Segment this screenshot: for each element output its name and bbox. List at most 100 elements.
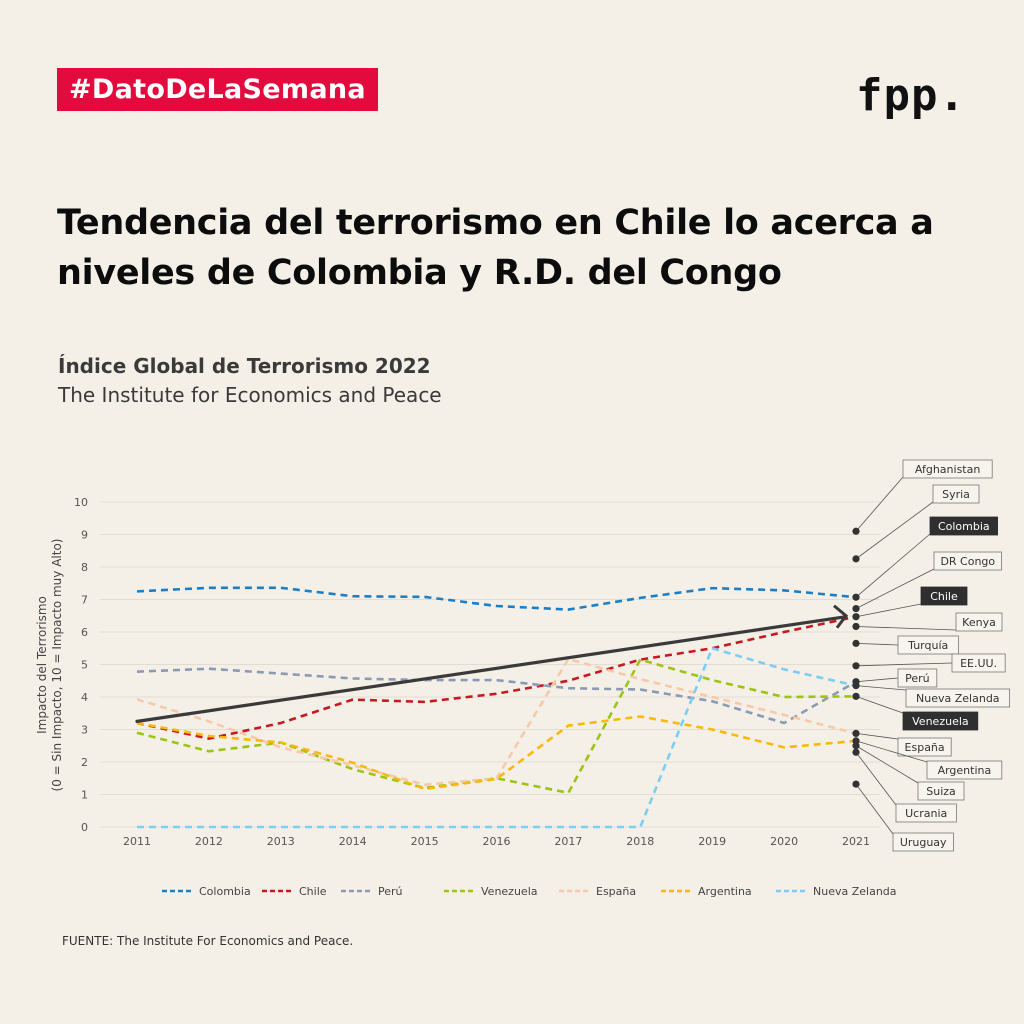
annotation-dot	[852, 555, 860, 563]
chart-subtitle: Índice Global de Terrorismo 2022	[58, 354, 431, 378]
x-tick-label: 2017	[554, 835, 582, 848]
y-tick-label: 10	[74, 496, 88, 509]
annotation-leader	[855, 740, 928, 763]
annotation-leader	[855, 476, 904, 532]
fpp-logo: fpp.	[856, 70, 966, 121]
series-line-españa	[136, 657, 857, 787]
annotation-dot	[852, 527, 860, 535]
y-tick-label: 2	[81, 756, 88, 769]
annotation-label: Suiza	[926, 785, 956, 798]
x-tick-label: 2013	[267, 835, 295, 848]
x-tick-label: 2020	[770, 835, 798, 848]
annotation-dot	[852, 780, 860, 788]
y-tick-label: 3	[81, 724, 88, 737]
series-line-nueva-zelanda	[137, 646, 857, 829]
annotation-leader	[855, 533, 931, 598]
x-tick-label: 2018	[626, 835, 654, 848]
annotation-leader	[855, 501, 934, 560]
annotation-dot	[852, 605, 860, 613]
annotation-label: Syria	[942, 488, 970, 501]
legend-label: Chile	[299, 885, 327, 898]
annotation-leader	[855, 677, 899, 683]
series-line-colombia	[136, 586, 857, 611]
y-tick-label: 6	[81, 626, 88, 639]
annotation-box	[933, 551, 1002, 571]
annotation-box	[902, 711, 979, 731]
arrow-head-icon	[833, 604, 849, 629]
annotation-box	[917, 781, 965, 801]
annotation-box	[955, 612, 1003, 632]
y-tick-label: 7	[81, 594, 88, 607]
annotation-label: Ucrania	[905, 807, 947, 820]
x-tick-label: 2014	[339, 835, 367, 848]
annotation-box	[897, 737, 952, 757]
x-tick-label: 2015	[411, 835, 439, 848]
series-line-chile	[136, 615, 857, 740]
legend: Colombia Chile Perú Venezuela España Argentin…	[162, 885, 897, 898]
annotation-box	[892, 832, 954, 852]
x-tick-label: 2019	[698, 835, 726, 848]
annotation-dot	[852, 662, 860, 670]
annotation-label: Nueva Zelanda	[916, 692, 1000, 705]
legend-label: Venezuela	[481, 885, 538, 898]
annotation-box	[951, 653, 1006, 673]
x-tick-label: 2016	[483, 835, 511, 848]
source-note: FUENTE: The Institute For Economics and …	[62, 934, 354, 948]
annotation-box	[929, 516, 998, 536]
annotation-label: España	[905, 741, 945, 754]
annotation-leader	[855, 642, 899, 646]
legend-label: Perú	[378, 885, 403, 898]
series-line-argentina	[136, 715, 857, 791]
hashtag-badge: #DatoDeLaSemana	[57, 68, 378, 111]
y-tick-label: 1	[81, 789, 88, 802]
y-tick-label: 9	[81, 529, 88, 542]
annotation-label: Uruguay	[900, 836, 947, 849]
annotation-leader	[855, 695, 904, 714]
x-tick-labels: 2011 2012 2013 2014 2015 2016 2017 2018 2019 2020…	[123, 835, 870, 848]
trend-line	[135, 615, 848, 723]
annotation-box	[897, 635, 959, 655]
annotation-box	[902, 459, 993, 479]
annotation-label: Turquía	[907, 639, 948, 652]
annotation-dot	[852, 613, 860, 621]
annotation-label: Afghanistan	[915, 463, 981, 476]
x-tick-label: 2012	[195, 835, 223, 848]
y-tick-label: 5	[81, 659, 88, 672]
annotation-leader	[855, 568, 935, 609]
x-tick-label: 2011	[123, 835, 151, 848]
annotation-leader	[855, 783, 894, 835]
legend-label: Nueva Zelanda	[813, 885, 897, 898]
annotation-dot	[852, 622, 860, 631]
y-axis-label-scale: (0 = Sin Impacto, 10 = Impacto muy Alto)	[50, 539, 64, 792]
series-line-perú	[136, 667, 857, 725]
annotation-dot	[852, 742, 860, 750]
annotation-box	[905, 688, 1010, 708]
annotation-box	[895, 803, 957, 823]
y-tick-label: 4	[81, 691, 88, 704]
annotation-label: Colombia	[938, 520, 990, 533]
annotation-label: Argentina	[938, 764, 992, 777]
annotation-label: Perú	[905, 672, 930, 685]
legend-label: Colombia	[199, 885, 251, 898]
annotation-label: Chile	[930, 590, 958, 603]
annotation-dot	[852, 639, 860, 647]
annotation-dot	[852, 593, 860, 601]
annotation-leader	[855, 626, 957, 631]
country-annotations: Afghanistan Syria Colombia DR Congo Chile Ken…	[852, 459, 1010, 852]
annotation-label: DR Congo	[940, 555, 995, 568]
x-tick-label: 2021	[842, 835, 870, 848]
annotation-label: Venezuela	[912, 715, 969, 728]
annotation-dot	[852, 729, 860, 738]
annotation-label: Kenya	[962, 616, 996, 629]
chart-publisher: The Institute for Economics and Peace	[58, 383, 442, 407]
y-axis-label: Impacto del Terrorismo	[35, 596, 49, 734]
y-tick-labels: 0 1 2 3 4 5 6 7 8 9 10	[74, 496, 88, 834]
annotation-box	[932, 484, 980, 504]
annotation-leader	[855, 603, 922, 618]
y-tick-label: 0	[81, 821, 88, 834]
legend-label: Argentina	[698, 885, 752, 898]
legend-label: España	[596, 885, 636, 898]
annotation-leader	[855, 745, 919, 784]
annotation-box	[897, 668, 938, 688]
